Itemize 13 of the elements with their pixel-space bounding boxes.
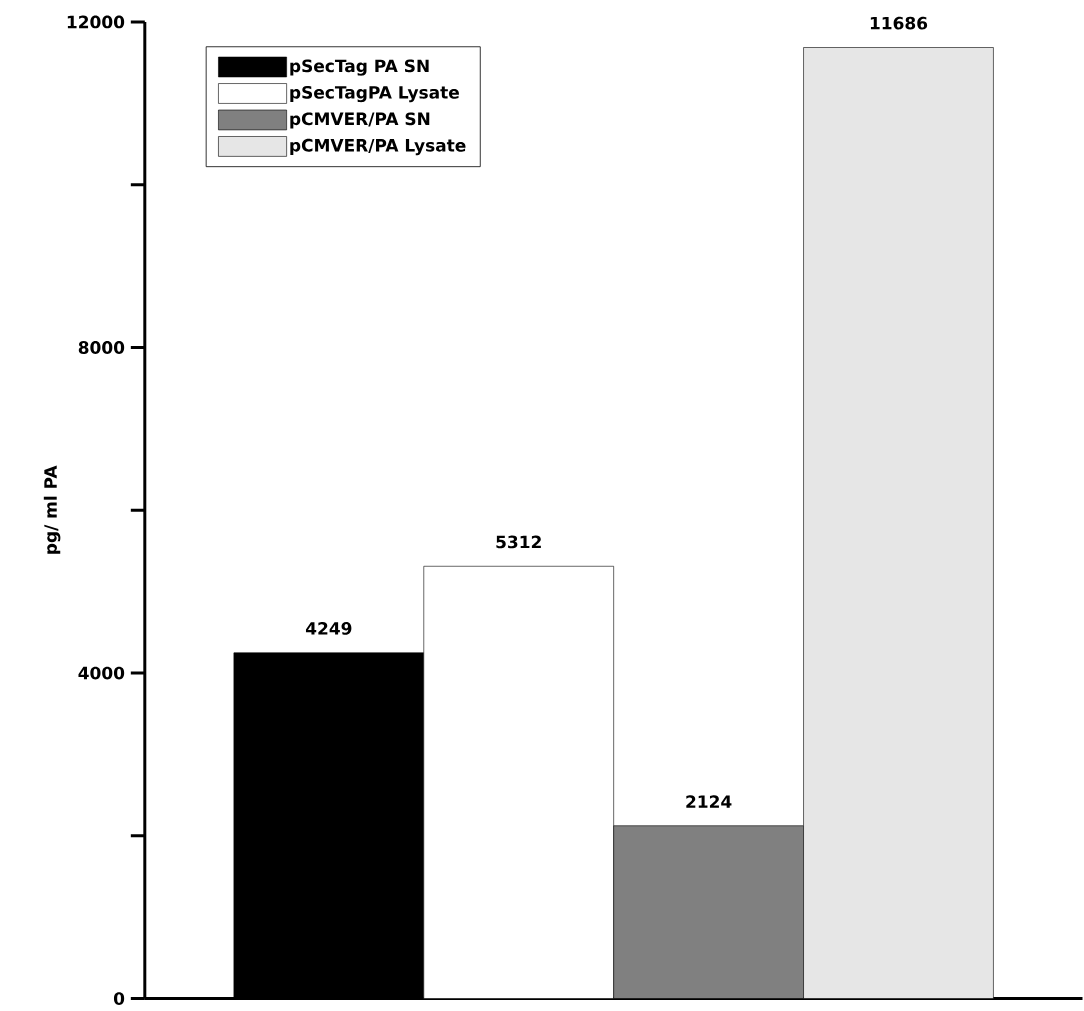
data-label: 11686 [870,16,928,30]
y-tick-label: 8000 [78,341,125,355]
y-axis-title: pg/ ml PA [43,465,61,554]
legend-label: pCMVER/PA Lysate [290,139,466,156]
y-tick-label: 12000 [67,15,125,29]
data-label: 5312 [496,535,541,549]
legend-label: pSecTagPA Lysate [290,86,459,103]
data-label: 4249 [305,622,352,635]
y-tick-label: 4000 [78,666,125,680]
legend-label: pCMVER/PA SN [290,112,430,129]
y-tick-label: 0 [113,992,125,1006]
legend-label: pSecTag PA SN [290,59,429,76]
data-label: 2124 [686,795,732,808]
